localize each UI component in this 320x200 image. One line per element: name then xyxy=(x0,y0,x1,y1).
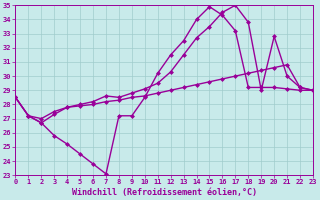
X-axis label: Windchill (Refroidissement éolien,°C): Windchill (Refroidissement éolien,°C) xyxy=(72,188,257,197)
